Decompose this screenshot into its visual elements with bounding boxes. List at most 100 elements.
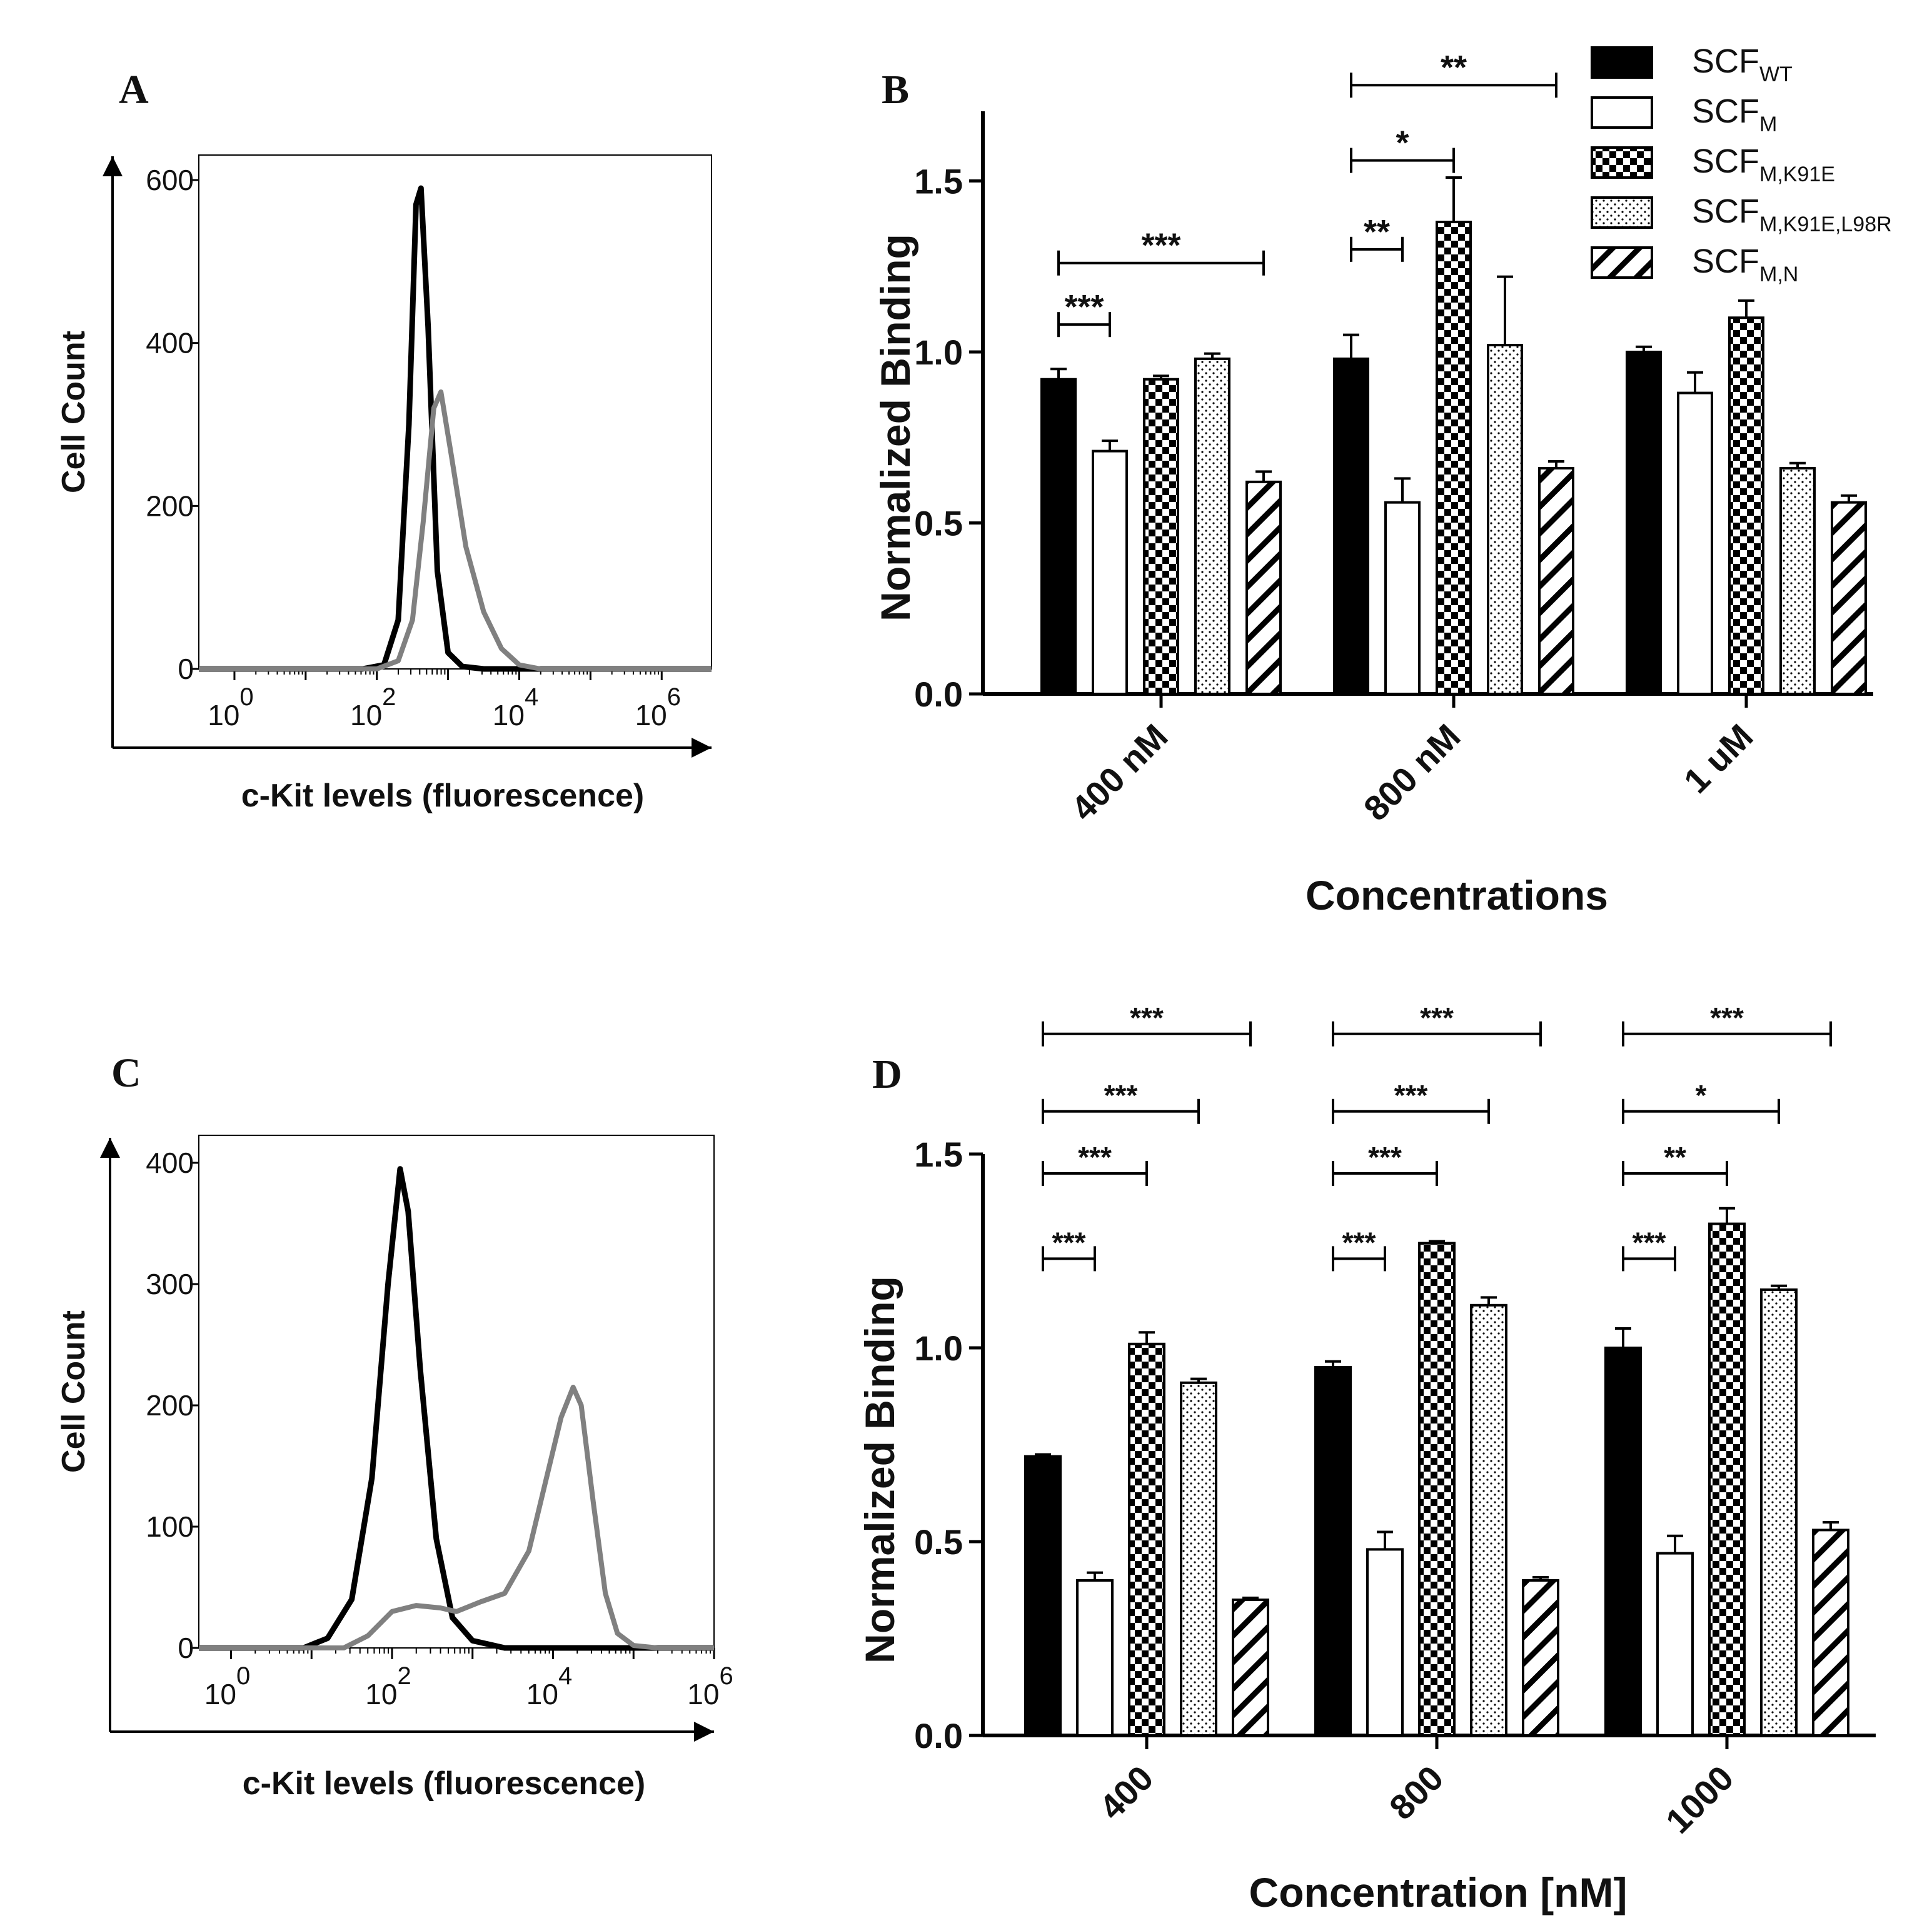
x-tick-exponent: 2 (382, 683, 396, 711)
histogram-line-black (199, 185, 712, 672)
x-axis-title: Concentrations (1306, 872, 1608, 918)
significance-label: *** (1104, 1079, 1138, 1112)
bar (1418, 1242, 1456, 1737)
x-tick-exponent: 0 (239, 683, 253, 711)
significance-label: * (1396, 124, 1409, 162)
bar (1333, 357, 1369, 695)
significance-label: ** (1664, 1141, 1686, 1173)
x-tick-base: 10 (208, 699, 239, 731)
x-tick-exponent: 4 (525, 683, 538, 711)
legend-label-subscript: M,K91E (1759, 163, 1835, 186)
y-tick-label: 300 (146, 1268, 194, 1300)
x-tick-label: 104 (526, 1662, 572, 1710)
bar (1656, 1552, 1694, 1737)
x-axis-arrow-icon (694, 1722, 714, 1742)
legend-label: SCFM (1692, 93, 1777, 136)
bar (1180, 1381, 1217, 1737)
bar (1812, 1529, 1849, 1737)
y-tick-label: 0.0 (914, 675, 963, 714)
bar (1366, 1548, 1404, 1737)
panel-letter: B (882, 67, 909, 113)
bar (1677, 391, 1713, 696)
x-tick-base: 10 (526, 1678, 558, 1710)
x-tick-label: 1000 (1658, 1758, 1741, 1841)
significance-label: *** (1130, 1002, 1164, 1034)
y-tick-label: 600 (146, 164, 194, 196)
x-axis-title: Concentration [nM] (1249, 1869, 1628, 1915)
x-tick-label: 102 (350, 683, 396, 731)
bar (1128, 1342, 1165, 1737)
significance-label: * (1696, 1079, 1707, 1112)
significance-label: ** (1364, 213, 1390, 251)
panel-letter: A (119, 67, 149, 113)
y-tick-label: 0 (178, 1632, 194, 1664)
y-tick-label: 400 (146, 1147, 194, 1179)
x-tick-exponent: 2 (397, 1662, 411, 1690)
legend-label-base: SCF (1692, 93, 1759, 130)
legend-swatch (1591, 196, 1653, 229)
legend-label: SCFWT (1692, 43, 1793, 86)
y-tick-label: 1.0 (914, 333, 963, 372)
y-axis-title: Normalized Binding (872, 234, 918, 621)
panel-letter: D (872, 1052, 902, 1097)
y-tick-label: 1.0 (914, 1328, 963, 1368)
bar (1470, 1303, 1507, 1737)
plot-frame (198, 1135, 715, 1649)
x-axis-title: c-Kit levels (fluorescence) (243, 1765, 645, 1802)
legend-label-subscript: M,K91E,L98R (1759, 213, 1892, 236)
y-axis-title: Cell Count (56, 331, 92, 493)
bar (1076, 1579, 1114, 1737)
x-tick-base: 10 (204, 1678, 236, 1710)
legend-swatch (1591, 96, 1653, 129)
bar (1604, 1347, 1642, 1737)
x-tick-base: 10 (365, 1678, 397, 1710)
bar (1779, 466, 1816, 695)
bar (1092, 449, 1128, 696)
significance-label: *** (1368, 1141, 1402, 1173)
bar (1522, 1579, 1559, 1737)
x-tick-label: 106 (635, 683, 681, 731)
x-axis-title: c-Kit levels (fluorescence) (241, 778, 644, 814)
significance-label: *** (1710, 1002, 1744, 1034)
y-tick-label: 1.5 (914, 1135, 963, 1174)
histogram-line-black (199, 1166, 714, 1651)
legend-label: SCFM,N (1692, 243, 1798, 286)
y-tick-label: 0.5 (914, 1522, 963, 1562)
significance-label: *** (1420, 1002, 1454, 1034)
x-tick-label: 800 nM (1356, 716, 1468, 828)
bar (1040, 378, 1077, 695)
x-tick-base: 10 (635, 699, 667, 731)
x-tick-base: 10 (493, 699, 525, 731)
y-tick-label: 1.5 (914, 161, 963, 201)
y-axis-title: Normalized Binding (857, 1276, 903, 1664)
y-tick-label: 200 (146, 490, 194, 522)
y-axis-arrow-icon (103, 156, 123, 176)
plot-frame (198, 154, 712, 670)
histogram-line-gray (199, 1384, 714, 1650)
x-tick-label: 800 (1382, 1758, 1451, 1827)
x-tick-label: 100 (208, 683, 253, 731)
significance-label: *** (1141, 227, 1180, 264)
x-tick-label: 104 (493, 683, 538, 731)
bar (1708, 1222, 1746, 1737)
legend-swatch (1591, 246, 1653, 279)
x-tick-label: 400 nM (1064, 716, 1175, 828)
bar (1245, 480, 1282, 696)
bar (1194, 357, 1230, 695)
legend-label: SCFM,K91E,L98R (1692, 193, 1892, 236)
legend-label-subscript: M,N (1759, 263, 1798, 286)
bar (1436, 221, 1472, 695)
legend-label-base: SCF (1692, 43, 1759, 80)
significance-label: *** (1078, 1141, 1112, 1173)
histogram-line-gray (199, 389, 712, 671)
legend-swatch (1591, 46, 1653, 79)
legend-label-base: SCF (1692, 193, 1759, 230)
bar (1143, 378, 1179, 695)
significance-label: *** (1064, 288, 1104, 326)
x-tick-base: 10 (350, 699, 382, 731)
bar (1831, 501, 1867, 695)
x-tick-label: 1 uM (1676, 716, 1761, 801)
